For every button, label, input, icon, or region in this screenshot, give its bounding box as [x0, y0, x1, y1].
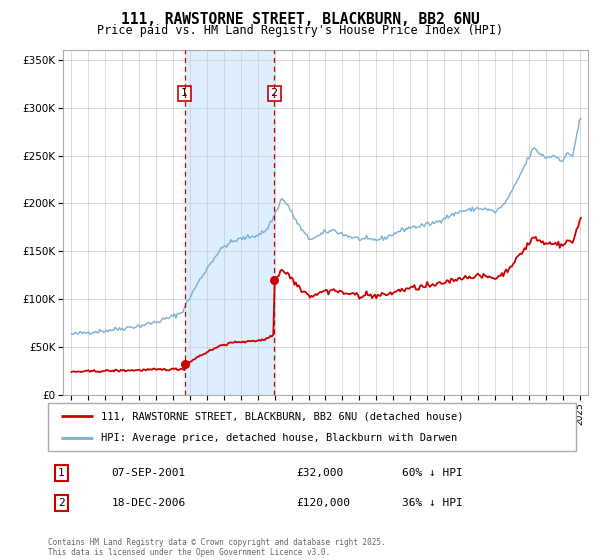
- Text: £32,000: £32,000: [296, 468, 343, 478]
- Bar: [185, 50, 274, 395]
- Text: 36% ↓ HPI: 36% ↓ HPI: [402, 498, 463, 508]
- Text: 18-DEC-2006: 18-DEC-2006: [112, 498, 185, 508]
- Text: 2: 2: [58, 498, 65, 508]
- Text: HPI: Average price, detached house, Blackburn with Darwen: HPI: Average price, detached house, Blac…: [101, 433, 457, 443]
- Text: 111, RAWSTORNE STREET, BLACKBURN, BB2 6NU: 111, RAWSTORNE STREET, BLACKBURN, BB2 6N…: [121, 12, 479, 27]
- Text: 2: 2: [271, 88, 278, 99]
- Text: 1: 1: [58, 468, 65, 478]
- Text: 111, RAWSTORNE STREET, BLACKBURN, BB2 6NU (detached house): 111, RAWSTORNE STREET, BLACKBURN, BB2 6N…: [101, 411, 463, 421]
- Text: Price paid vs. HM Land Registry's House Price Index (HPI): Price paid vs. HM Land Registry's House …: [97, 24, 503, 36]
- Text: 60% ↓ HPI: 60% ↓ HPI: [402, 468, 463, 478]
- Text: Contains HM Land Registry data © Crown copyright and database right 2025.
This d: Contains HM Land Registry data © Crown c…: [48, 538, 386, 557]
- FancyBboxPatch shape: [48, 403, 576, 451]
- Text: 1: 1: [181, 88, 188, 99]
- Text: £120,000: £120,000: [296, 498, 350, 508]
- Text: 07-SEP-2001: 07-SEP-2001: [112, 468, 185, 478]
